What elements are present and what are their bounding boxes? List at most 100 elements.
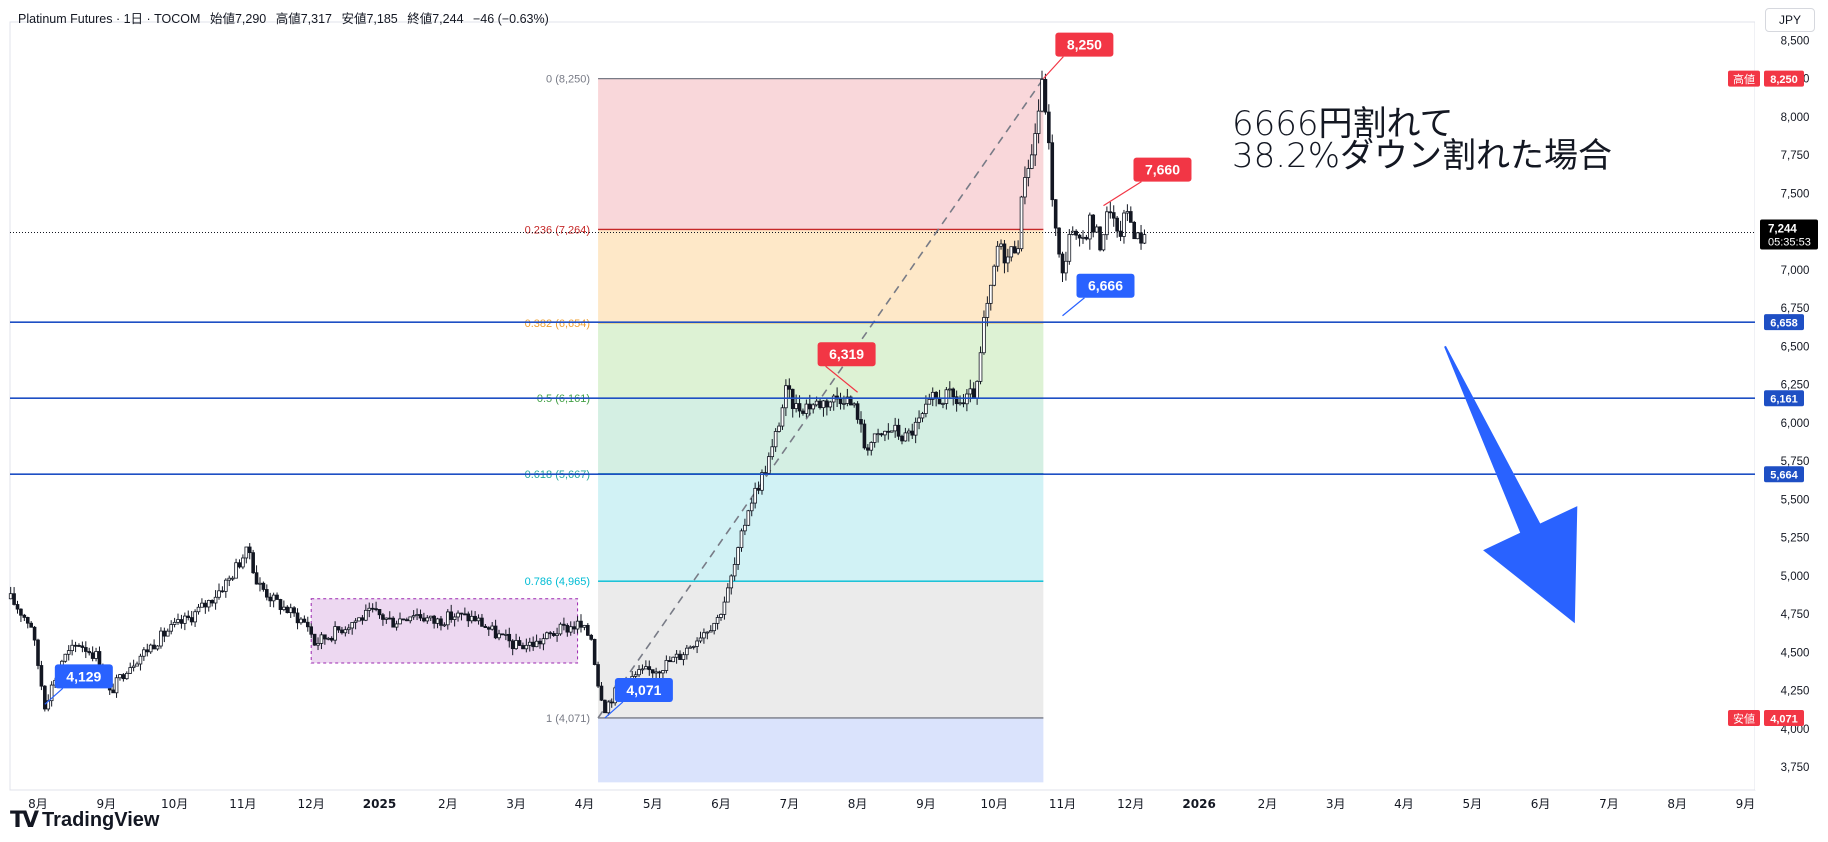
candle	[818, 398, 822, 410]
x-tick-label: 2月	[1258, 797, 1278, 811]
candle-body	[418, 614, 423, 619]
candle-body	[534, 640, 539, 648]
candle	[859, 411, 863, 433]
candle-body	[852, 403, 856, 406]
callout-pointer	[1042, 56, 1064, 80]
candle-body	[408, 616, 413, 622]
candle	[353, 618, 358, 630]
price-callouts[interactable]: 8,250 7,660 6,319 6,666 4,129 4,071	[44, 32, 1192, 719]
candle-body	[8, 593, 13, 600]
callout-0[interactable]: 8,250	[1042, 32, 1114, 80]
candle	[510, 639, 515, 656]
candle-body	[43, 685, 47, 710]
candle	[370, 603, 375, 613]
candle-body	[415, 614, 419, 616]
candle	[1023, 166, 1027, 205]
candle	[831, 393, 836, 411]
candle	[821, 400, 826, 417]
candle-body	[326, 637, 331, 640]
x-tick-label: 9月	[916, 797, 936, 811]
candle	[756, 481, 761, 495]
candle-body	[859, 419, 863, 425]
candle	[524, 638, 529, 653]
x-tick-label: 11月	[229, 797, 256, 811]
x-tick-label: 9月	[96, 797, 116, 811]
candle	[8, 586, 13, 600]
range-rectangle[interactable]	[310, 598, 579, 664]
candle-body	[995, 245, 1000, 267]
candle-body	[254, 572, 259, 585]
time-axis[interactable]: 8月 9月 10月 11月 12月 2025 2月 3月 4月 5月 6月 7月 8月 9月 10月 11月 1…	[10, 789, 1755, 811]
candle	[828, 400, 833, 411]
candle-body	[497, 633, 501, 639]
tradingview-logo-icon: TV	[10, 807, 39, 833]
candle	[87, 647, 92, 656]
candle-body	[486, 627, 491, 630]
candle-body	[958, 402, 962, 405]
candle	[1009, 246, 1014, 262]
candle-body	[381, 614, 385, 620]
candle	[145, 643, 150, 657]
callout-5[interactable]: 4,071	[604, 677, 673, 719]
candle-body	[193, 611, 197, 623]
candle-body	[84, 647, 88, 652]
fib-trendline[interactable]	[597, 78, 1045, 719]
candle	[879, 432, 884, 437]
candle	[538, 638, 542, 649]
support-lines[interactable]	[10, 232, 1755, 476]
candle	[319, 632, 324, 650]
callout-4[interactable]: 4,129	[44, 664, 113, 705]
candle-body	[592, 638, 597, 665]
candle-body	[927, 398, 932, 405]
down-arrow-icon[interactable]	[1444, 345, 1578, 624]
candle-body	[924, 403, 928, 414]
callout-2[interactable]: 6,319	[817, 342, 876, 393]
candle	[787, 378, 792, 398]
candle-body	[227, 577, 232, 581]
candle-body	[708, 630, 713, 633]
text-annotation[interactable]: 6666円割れて 38.2%ダウン割れた場合	[1232, 107, 1612, 173]
symbol-name[interactable]: Platinum Futures · 1日 · TOCOM	[18, 12, 201, 26]
ohlc-close: 終値7,244	[407, 12, 464, 26]
candle	[1125, 204, 1130, 222]
y-tick-label: 8,500	[1781, 35, 1810, 47]
consolidation-box[interactable]	[310, 598, 579, 664]
callout-1[interactable]: 7,660	[1103, 157, 1192, 207]
callout-3[interactable]: 6,666	[1062, 273, 1135, 317]
price-axis[interactable]: 3,750 4,000 4,250 4,500 4,750 5,000 5,250 5,500…	[1728, 0, 1828, 790]
candle	[152, 639, 156, 650]
x-tick-label: 4月	[1394, 797, 1414, 811]
candle-body	[889, 430, 894, 433]
candle-body	[247, 546, 252, 554]
down-arrow-drawing[interactable]	[1444, 345, 1578, 624]
candle-body	[732, 564, 737, 577]
fib-anchor-line[interactable]	[597, 78, 1045, 719]
candle-body	[278, 599, 283, 610]
candle-body	[1023, 177, 1027, 198]
candle-body	[340, 629, 344, 634]
candle	[896, 418, 901, 440]
y-tick-label: 6,500	[1781, 341, 1810, 353]
fib-level-label-6: 1 (4,071)	[546, 713, 590, 725]
candle	[381, 612, 385, 626]
fibonacci-retracement[interactable]: 0 (8,250) 0.236 (7,264) 0.382 (6,654) 0.5 (…	[525, 74, 1044, 783]
tradingview-logo[interactable]: TV TradingView	[10, 806, 160, 834]
candle	[1043, 73, 1048, 115]
candle-body	[500, 633, 505, 636]
candle-body	[1074, 230, 1078, 236]
candle-body	[504, 633, 508, 636]
currency-button[interactable]: JPY	[1765, 8, 1815, 32]
x-tick-label: 8月	[1667, 797, 1687, 811]
candle-body	[507, 633, 512, 642]
candle-body	[538, 640, 542, 645]
candle-body	[988, 284, 993, 304]
candle	[490, 622, 494, 631]
candle-body	[517, 640, 522, 646]
candle-body	[435, 618, 440, 624]
candle	[1118, 220, 1123, 242]
support-price-badge	[1764, 314, 1804, 331]
y-tick-label: 6,000	[1781, 418, 1810, 430]
candle-body	[1009, 246, 1014, 258]
candle-body	[821, 400, 826, 409]
